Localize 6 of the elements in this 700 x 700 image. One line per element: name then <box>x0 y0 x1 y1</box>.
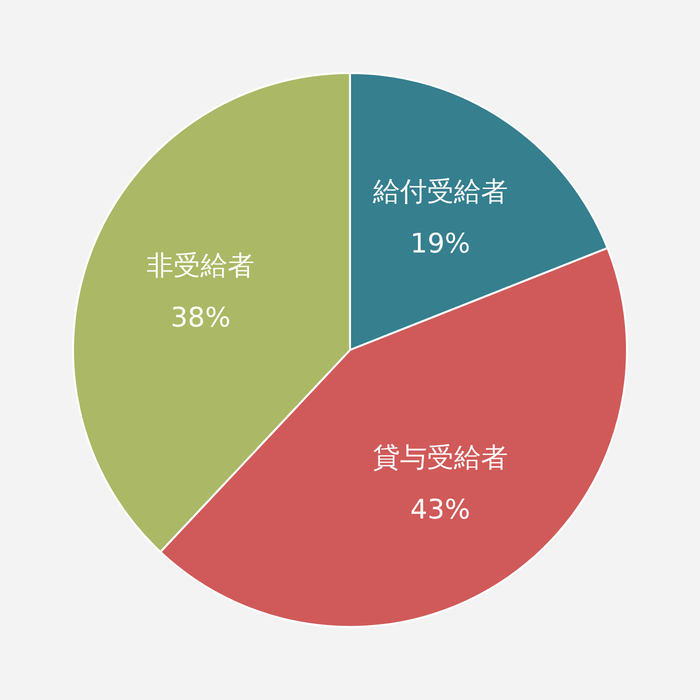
data-label: 19% <box>410 228 470 260</box>
slice-label: 非受給者 <box>146 250 255 282</box>
data-label: 43% <box>410 494 470 526</box>
slice-label: 給付受給者 <box>372 176 508 208</box>
slice-label: 貸与受給者 <box>372 442 508 474</box>
data-label: 38% <box>170 302 231 334</box>
